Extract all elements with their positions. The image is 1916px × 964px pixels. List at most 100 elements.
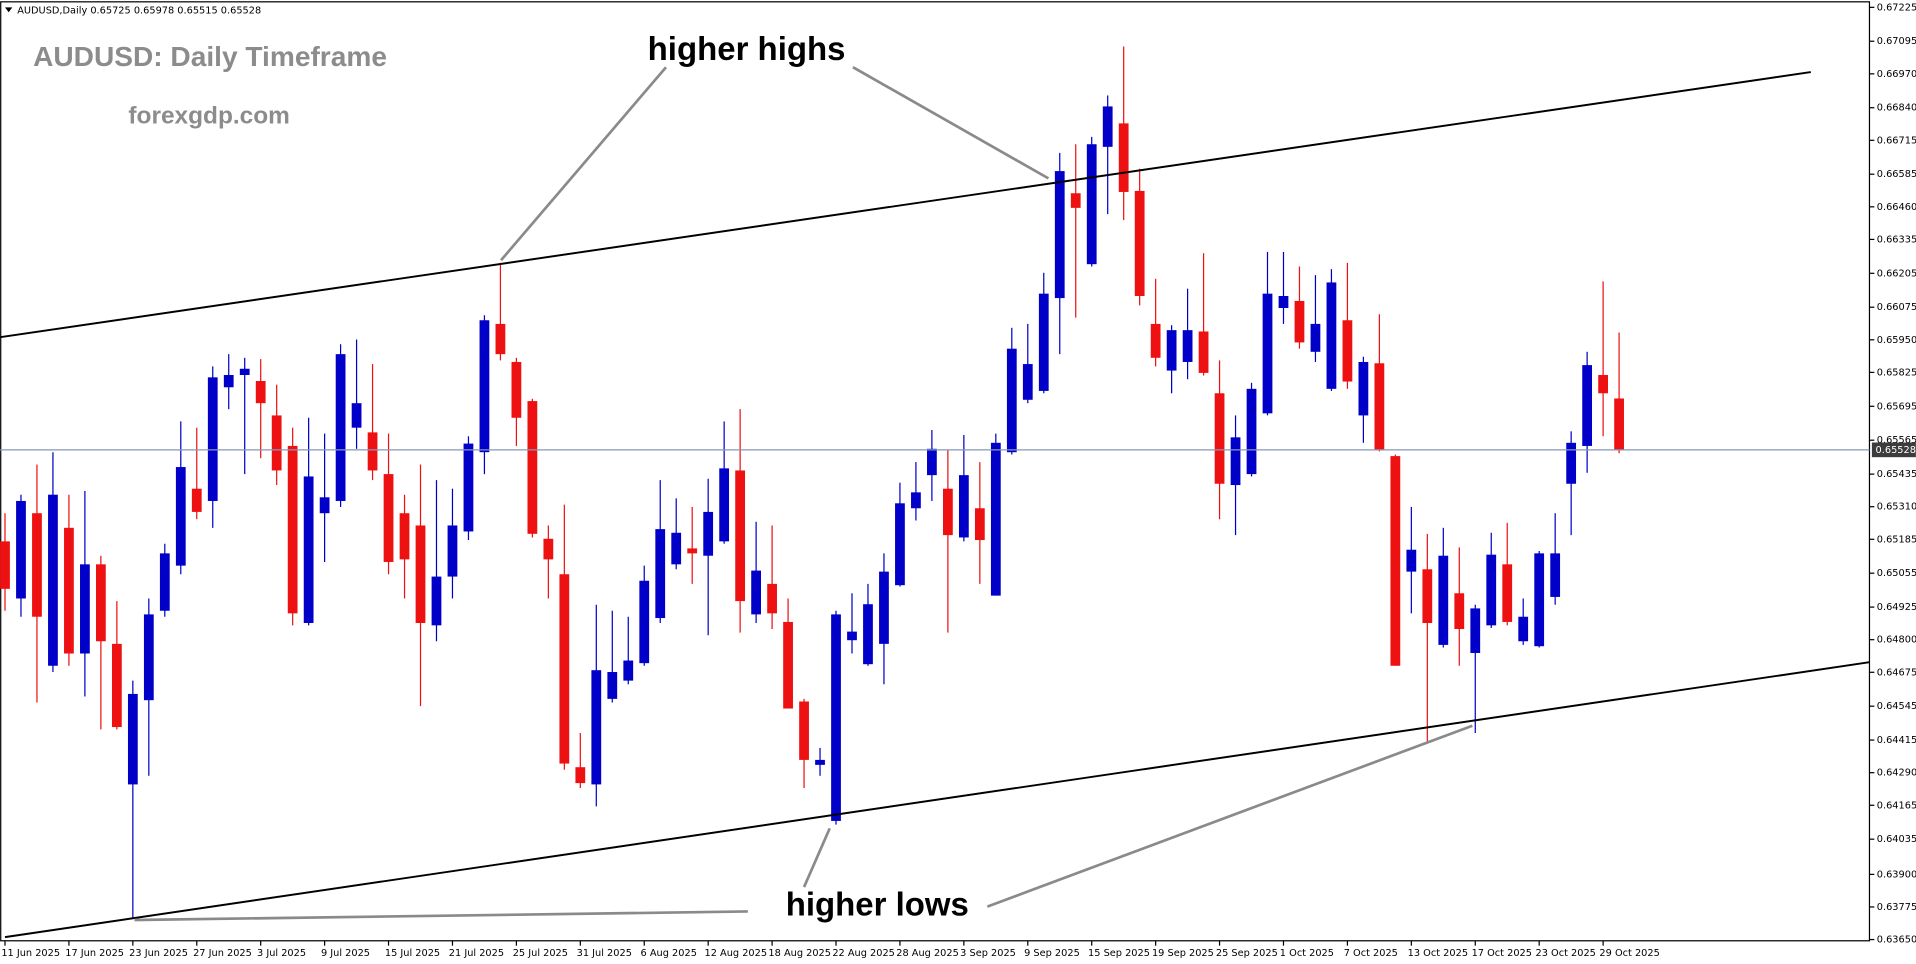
candle-body: [863, 604, 873, 665]
candle-body: [735, 470, 746, 602]
candle-body: [1470, 608, 1481, 653]
candle-body: [527, 401, 538, 534]
candle-body: [1486, 554, 1497, 626]
candle-body: [1054, 171, 1065, 299]
candle-body: [48, 494, 58, 666]
y-tick-label: 0.65565: [1877, 435, 1916, 446]
candle-body: [895, 503, 905, 586]
y-tick-label: 0.65825: [1877, 367, 1916, 378]
candle-body: [1518, 616, 1529, 642]
annotation: higher highs: [648, 30, 846, 67]
candle-body: [655, 529, 666, 619]
candle-body: [927, 448, 937, 476]
candle-body: [1614, 398, 1624, 450]
x-tick-label: 3 Jul 2025: [257, 948, 306, 959]
x-tick-label: 19 Sep 2025: [1152, 948, 1214, 959]
candle-body: [687, 548, 698, 554]
candle-body: [1454, 593, 1465, 629]
candle-body: [1070, 193, 1081, 208]
x-tick-label: 17 Oct 2025: [1472, 948, 1532, 959]
candle-body: [335, 354, 346, 501]
x-tick-label: 6 Aug 2025: [641, 948, 697, 959]
candle-body: [32, 513, 42, 617]
y-tick-label: 0.64675: [1877, 667, 1916, 678]
candles: [0, 46, 1624, 919]
candle-body: [239, 368, 250, 376]
y-tick-label: 0.64545: [1877, 701, 1916, 712]
y-tick-label: 0.66460: [1877, 202, 1916, 213]
candle-body: [1342, 320, 1353, 382]
candle-body: [143, 614, 154, 701]
y-tick-label: 0.66335: [1877, 234, 1916, 245]
arrow-line: [986, 724, 1473, 908]
candle-body: [383, 474, 394, 562]
candle-body: [559, 574, 570, 764]
candle-body: [271, 415, 282, 471]
candle-body: [543, 538, 554, 560]
candle-body: [64, 527, 74, 654]
candle-body: [287, 445, 298, 614]
y-tick-label: 0.64035: [1877, 834, 1916, 845]
candle-body: [1006, 348, 1017, 453]
candle-body: [495, 323, 506, 355]
x-tick-label: 15 Sep 2025: [1088, 948, 1150, 959]
candle-body: [1230, 437, 1241, 486]
y-tick-label: 0.67095: [1877, 36, 1916, 47]
arrow-line: [802, 827, 831, 888]
x-tick-label: 13 Oct 2025: [1408, 948, 1468, 959]
y-tick-label: 0.64800: [1877, 635, 1916, 646]
candle-body: [1118, 123, 1129, 192]
y-tick-label: 0.65310: [1877, 502, 1916, 513]
candle-body: [847, 631, 857, 641]
candle-body: [815, 759, 825, 765]
y-tick-label: 0.65435: [1877, 469, 1916, 480]
candle-body: [351, 403, 362, 428]
candle-body: [1406, 549, 1417, 572]
menu-triangle: [4, 7, 13, 13]
y-tick-label: 0.65185: [1877, 534, 1916, 545]
x-tick-label: 7 Oct 2025: [1344, 948, 1398, 959]
candle-body: [1598, 375, 1608, 394]
candle-body: [879, 571, 889, 644]
candle-body: [1198, 331, 1209, 373]
candle-body: [719, 468, 730, 542]
x-tick-label: 18 Aug 2025: [768, 948, 831, 959]
candle-body: [990, 442, 1001, 596]
x-tick-label: 25 Jul 2025: [513, 948, 568, 959]
candle-body: [1038, 293, 1049, 391]
y-tick-label: 0.66970: [1877, 69, 1916, 80]
candle-body: [1534, 553, 1545, 647]
candle-body: [1278, 295, 1289, 308]
x-tick-label: 25 Sep 2025: [1216, 948, 1278, 959]
y-tick-label: 0.67225: [1877, 2, 1916, 13]
candle-body: [1022, 364, 1033, 400]
y-tick-label: 0.66205: [1877, 268, 1916, 279]
candle-body: [16, 500, 26, 599]
candle-body: [783, 621, 793, 709]
x-tick-label: 3 Sep 2025: [960, 948, 1016, 959]
arrow-line: [134, 910, 748, 922]
x-tick-label: 12 Aug 2025: [705, 948, 768, 959]
candle-body: [767, 583, 777, 614]
candle-body: [1166, 330, 1177, 371]
chart-title: AUDUSD: Daily Timeframe: [33, 41, 387, 72]
candle-body: [911, 492, 921, 509]
symbol-info: AUDUSD,Daily 0.65725 0.65978 0.65515 0.6…: [17, 5, 261, 16]
y-tick-label: 0.64925: [1877, 602, 1916, 613]
arrow-line: [852, 66, 1050, 180]
y-tick-label: 0.63775: [1877, 902, 1916, 913]
candle-body: [1102, 106, 1113, 147]
candle-body: [1182, 330, 1193, 362]
candle-body: [207, 377, 218, 501]
candle-body: [1358, 361, 1369, 416]
candle-body: [591, 670, 602, 785]
y-tick-label: 0.63650: [1877, 935, 1916, 946]
candle-body: [607, 672, 618, 699]
x-tick-label: 31 Jul 2025: [577, 948, 632, 959]
candle-body: [511, 361, 522, 418]
candle-body: [1390, 456, 1401, 666]
x-tick-label: 17 Jun 2025: [65, 948, 124, 959]
x-tick-label: 11 Jun 2025: [1, 948, 60, 959]
candle-body: [942, 488, 953, 536]
